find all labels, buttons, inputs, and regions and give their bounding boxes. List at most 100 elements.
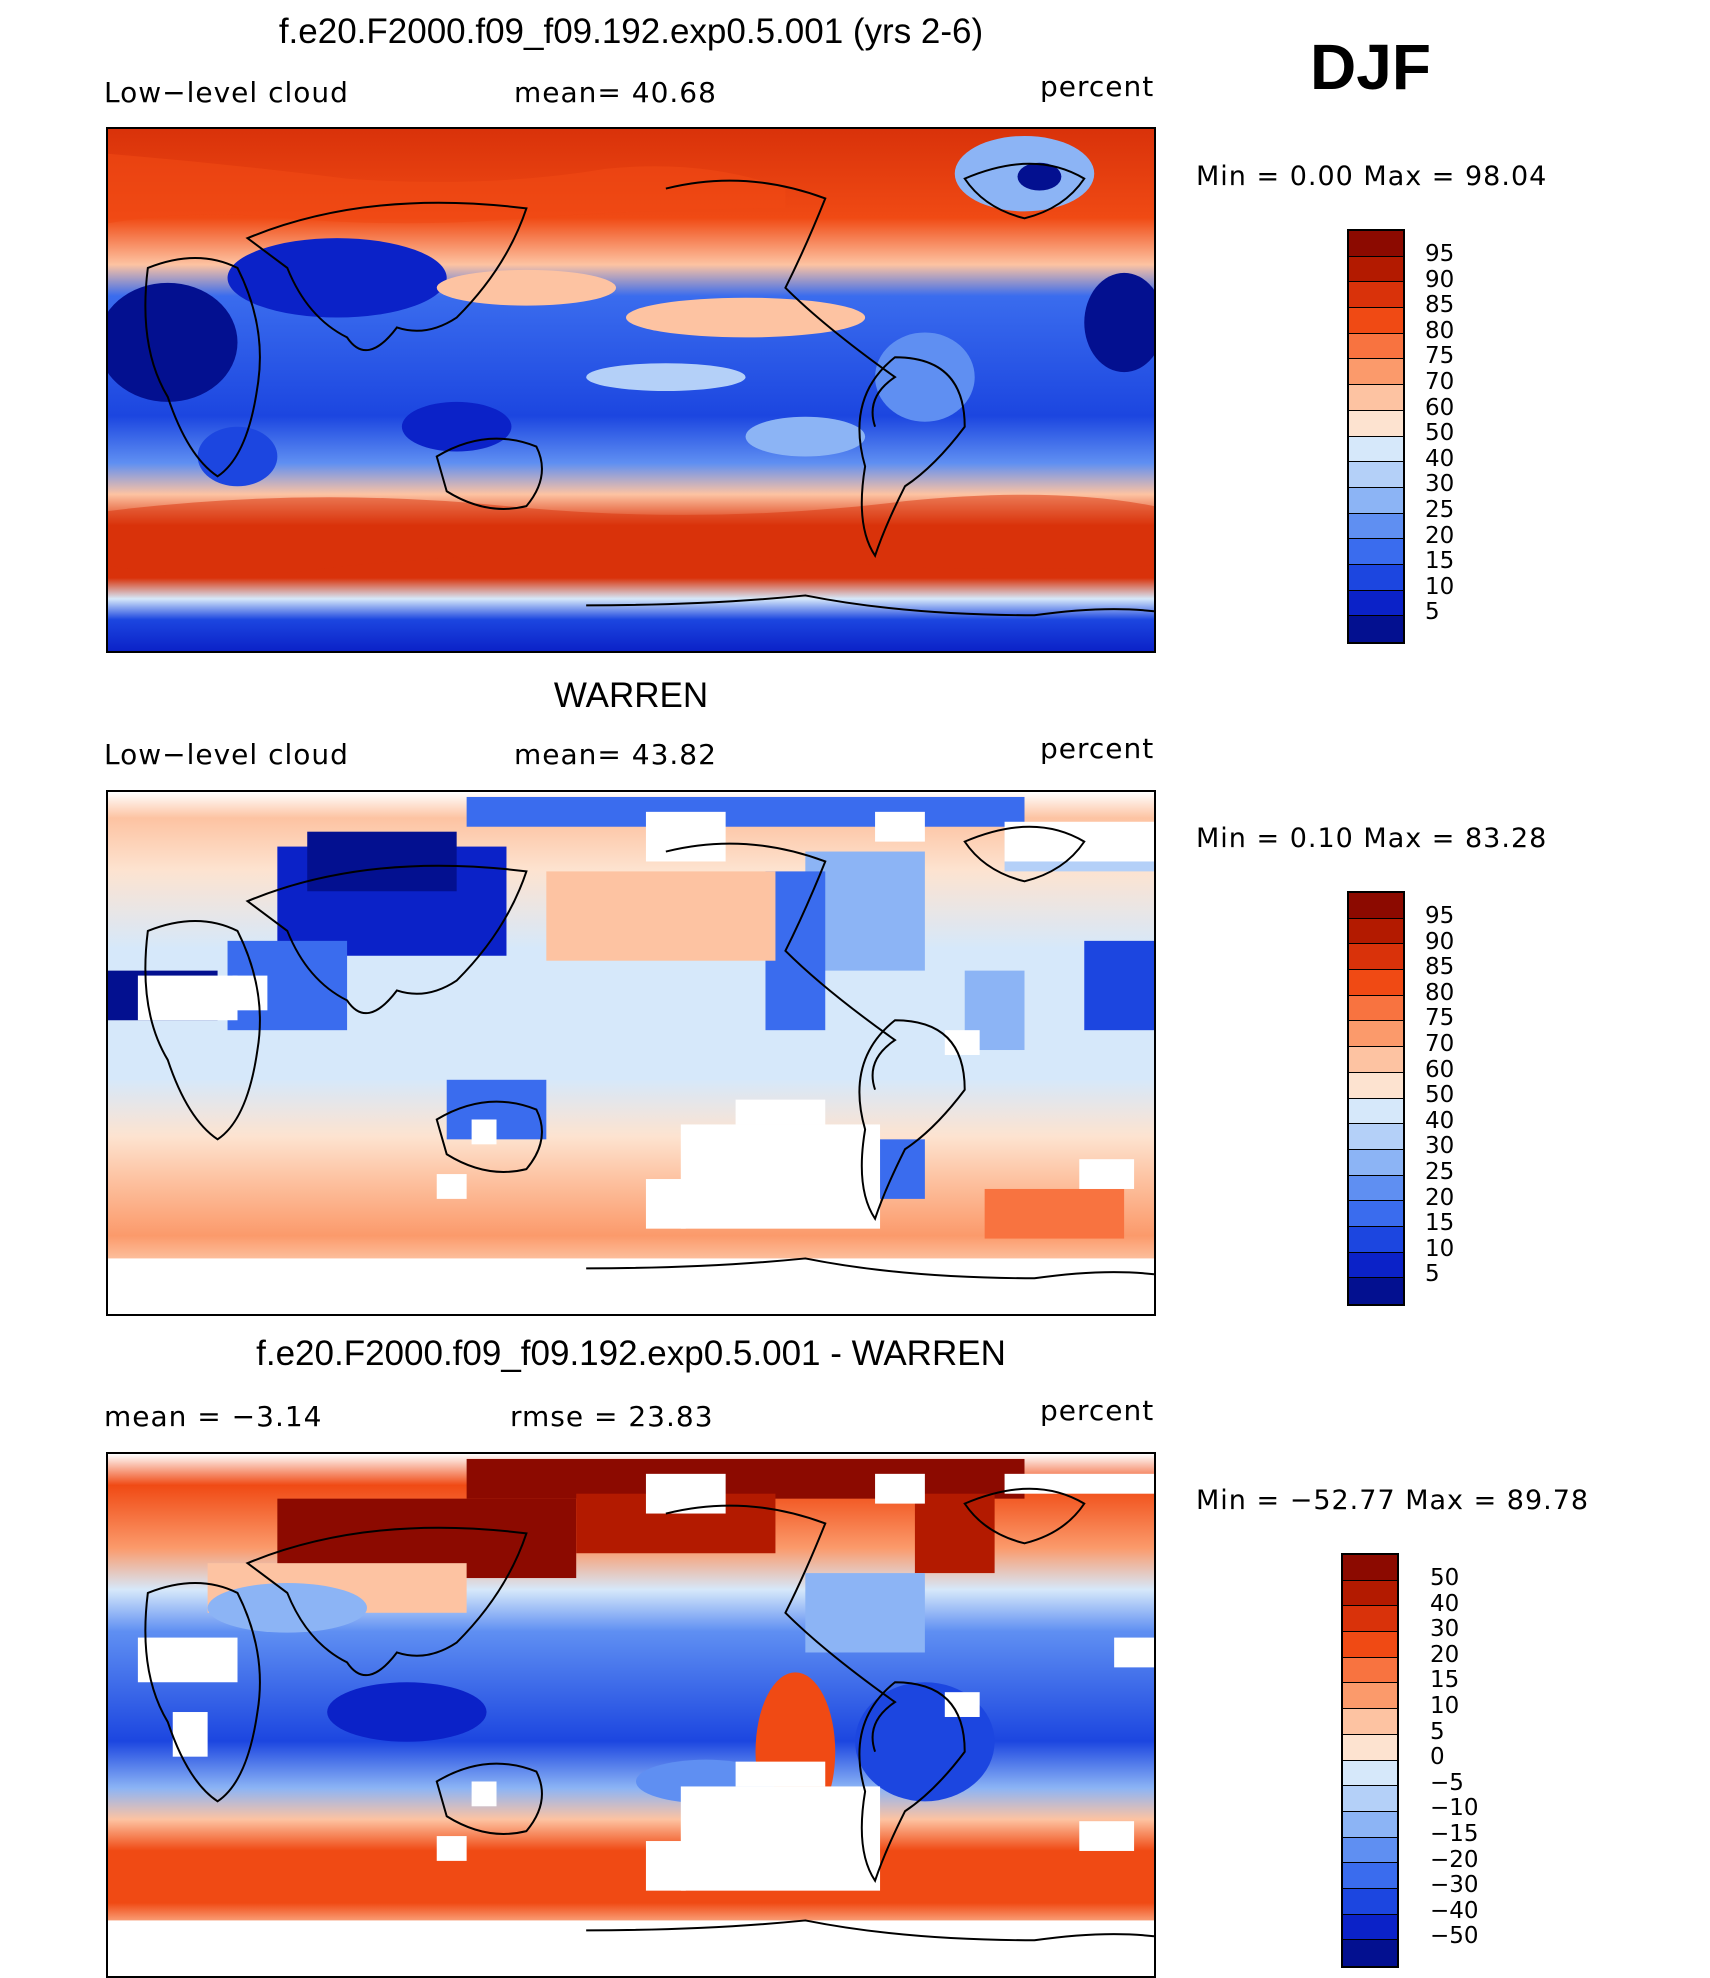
colorbar-tick-label: 25 — [1425, 496, 1455, 523]
colorbar-tick-label: 40 — [1425, 445, 1455, 472]
colorbar-tick-label: 80 — [1425, 317, 1455, 344]
colorbar-swatch — [1349, 1149, 1403, 1176]
colorbar-tick-label: −15 — [1430, 1820, 1479, 1847]
colorbar-swatch — [1349, 564, 1403, 591]
colorbar-swatch — [1349, 1047, 1403, 1073]
colorbar-swatch — [1349, 1124, 1403, 1150]
map-plot — [106, 790, 1156, 1316]
colorbar-swatch — [1343, 1760, 1397, 1787]
colorbar-tick-label: 70 — [1425, 368, 1455, 395]
colorbar-swatch — [1349, 590, 1403, 617]
colorbar-swatch — [1343, 1657, 1397, 1684]
mean-label: mean= 40.68 — [514, 76, 717, 109]
colorbar-tick-label: −20 — [1430, 1846, 1479, 1873]
colorbar-tick-label: 90 — [1425, 266, 1455, 293]
colorbar-swatch — [1349, 1278, 1403, 1304]
colorbar-swatch — [1343, 1632, 1397, 1658]
colorbar-swatch — [1343, 1555, 1397, 1581]
cloud-field-map — [108, 129, 1154, 651]
colorbar-tick-label: 30 — [1430, 1616, 1460, 1643]
units-label: percent — [1040, 70, 1155, 103]
colorbar-tick-label: 80 — [1425, 979, 1455, 1006]
colorbar-tick-label: 75 — [1425, 1005, 1455, 1032]
colorbar-swatch — [1349, 513, 1403, 540]
colorbar-swatch — [1349, 616, 1403, 642]
colorbar-tick-label: −40 — [1430, 1897, 1479, 1924]
colorbar-swatch — [1343, 1863, 1397, 1889]
colorbar-swatch — [1349, 918, 1403, 945]
colorbar-tick-labels: 50 40 30 20 15 10 5 0 −5 −10 −15 −20 −30 −40 −50 — [1430, 1565, 1479, 1950]
colorbar-swatch — [1343, 1914, 1397, 1941]
units-label: percent — [1040, 1394, 1155, 1427]
colorbar-swatch — [1349, 970, 1403, 996]
colorbar-tick-label: 85 — [1425, 292, 1455, 319]
colorbar-tick-label: −10 — [1430, 1795, 1479, 1822]
colorbar-swatch — [1343, 1734, 1397, 1761]
variable-label: Low−level cloud — [104, 76, 349, 109]
panel-title: f.e20.F2000.f09_f09.192.exp0.5.001 - WAR… — [256, 1334, 1006, 1373]
colorbar-tick-label: 30 — [1425, 1133, 1455, 1160]
season-label: DJF — [1310, 31, 1431, 103]
colorbar-swatch — [1349, 1021, 1403, 1048]
colorbar-tick-label: 20 — [1430, 1641, 1460, 1668]
colorbar-swatch — [1343, 1683, 1397, 1710]
colorbar-swatch — [1343, 1786, 1397, 1812]
mean-label: mean = −3.14 — [104, 1400, 323, 1433]
colorbar-tick-label: 10 — [1430, 1692, 1460, 1719]
colorbar-swatch — [1349, 359, 1403, 386]
colorbar-swatch — [1343, 1940, 1397, 1966]
colorbar-tick-label: 60 — [1425, 394, 1455, 421]
map-plot — [106, 1452, 1156, 1978]
units-label: percent — [1040, 732, 1155, 765]
cloud-difference-map — [108, 1454, 1154, 1976]
colorbar-tick-label: −5 — [1430, 1769, 1464, 1796]
colorbar-tick-label: 20 — [1425, 522, 1455, 549]
colorbar-tick-label: −50 — [1430, 1923, 1479, 1950]
colorbar — [1347, 229, 1405, 644]
colorbar-swatch — [1343, 1709, 1397, 1735]
colorbar-tick-label: 40 — [1430, 1590, 1460, 1617]
colorbar-swatch — [1349, 333, 1403, 360]
colorbar-tick-label: 30 — [1425, 471, 1455, 498]
colorbar-tick-label: 75 — [1425, 343, 1455, 370]
colorbar-swatch — [1349, 539, 1403, 565]
colorbar-tick-label: 5 — [1425, 599, 1440, 626]
colorbar-swatch — [1349, 1098, 1403, 1125]
colorbar-swatch — [1349, 487, 1403, 514]
colorbar-tick-label: 95 — [1425, 903, 1455, 929]
colorbar-tick-label: 10 — [1425, 1235, 1455, 1262]
colorbar-tick-label: 50 — [1425, 420, 1455, 447]
colorbar-tick-label: 95 — [1425, 241, 1455, 267]
colorbar-swatch — [1349, 1175, 1403, 1202]
colorbar-tick-label: 15 — [1430, 1667, 1460, 1694]
colorbar-tick-label: 60 — [1425, 1056, 1455, 1083]
mean-label: mean= 43.82 — [514, 738, 717, 771]
colorbar-tick-label: 15 — [1425, 1210, 1455, 1237]
colorbar-tick-label: −30 — [1430, 1872, 1479, 1899]
colorbar-swatch — [1349, 308, 1403, 334]
colorbar-swatch — [1349, 410, 1403, 437]
colorbar — [1347, 891, 1405, 1306]
colorbar-tick-label: 25 — [1425, 1158, 1455, 1185]
colorbar-swatch — [1349, 1201, 1403, 1227]
cloud-field-map — [108, 792, 1154, 1314]
colorbar-tick-label: 10 — [1425, 573, 1455, 600]
colorbar-swatch — [1349, 995, 1403, 1022]
colorbar-tick-label: 15 — [1425, 548, 1455, 575]
colorbar-swatch — [1349, 462, 1403, 488]
colorbar-swatch — [1349, 1072, 1403, 1099]
panel-title: WARREN — [553, 676, 709, 715]
colorbar-swatch — [1349, 282, 1403, 309]
colorbar-tick-label: 50 — [1430, 1565, 1460, 1591]
colorbar-swatch — [1343, 1837, 1397, 1864]
colorbar-swatch — [1349, 231, 1403, 257]
colorbar-swatch — [1343, 1580, 1397, 1607]
colorbar-swatch — [1349, 436, 1403, 463]
colorbar-tick-label: 85 — [1425, 954, 1455, 981]
colorbar-tick-label: 0 — [1430, 1744, 1445, 1771]
colorbar-swatch — [1349, 1252, 1403, 1279]
colorbar-swatch — [1343, 1811, 1397, 1838]
colorbar — [1341, 1553, 1399, 1968]
colorbar-tick-labels: 95 90 85 80 75 70 60 50 40 30 25 20 15 10 5 — [1425, 903, 1455, 1288]
colorbar-swatch — [1343, 1888, 1397, 1915]
